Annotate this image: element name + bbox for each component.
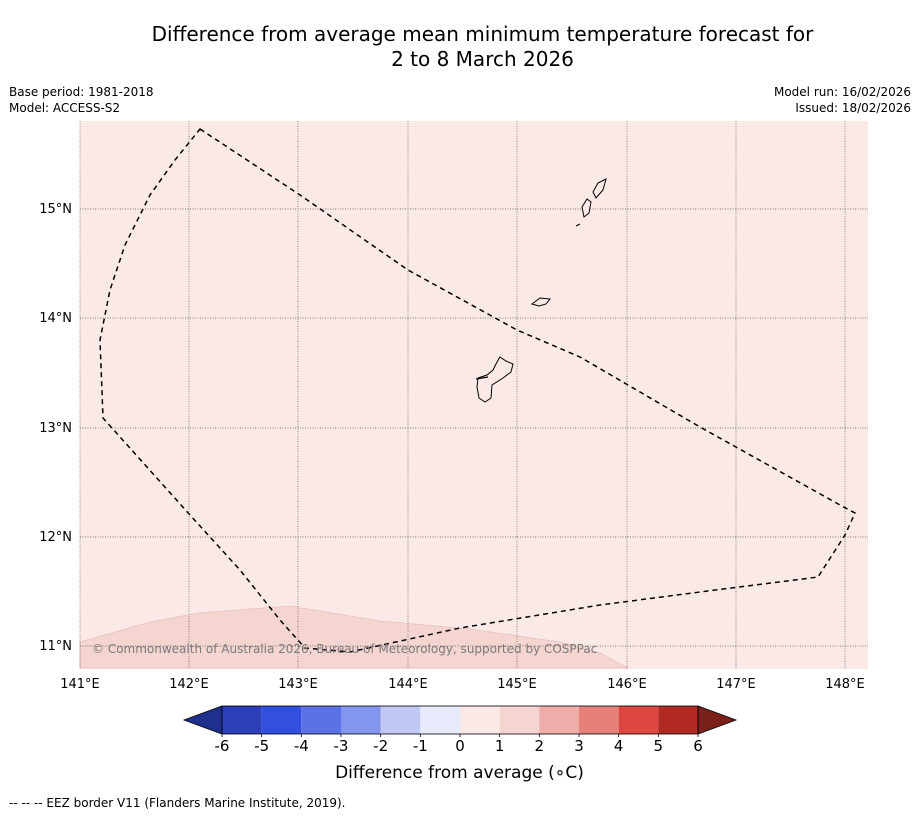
island-rota: [530, 297, 551, 307]
colorbar-bin: [499, 706, 540, 734]
base-period: Base period: 1981-2018: [9, 85, 154, 99]
lon-label: 143°E: [278, 677, 318, 692]
lon-label: 148°E: [825, 677, 865, 692]
lon-label: 146°E: [607, 677, 647, 692]
colorbar-bin: [658, 706, 698, 734]
colorbar-tick-label: -2: [373, 737, 388, 755]
colorbar: -6 -5 -4 -3 -2 -1 0 1 2 3 4 5 6: [182, 705, 738, 755]
colorbar-tick-label: 2: [535, 737, 545, 755]
eez-footnote: -- -- -- EEZ border V11 (Flanders Marine…: [9, 796, 346, 810]
colorbar-title: Difference from average (∘C): [335, 763, 584, 783]
colorbar-bin: [380, 706, 421, 734]
colorbar-tick-label: 3: [574, 737, 584, 755]
island-aguijan: [575, 223, 581, 227]
colorbar-bin: [539, 706, 579, 734]
colorbar-bin: [460, 706, 500, 734]
colorbar-tick-label: -5: [254, 737, 269, 755]
colorbar-extend-high: [697, 705, 738, 735]
lat-label: 11°N: [39, 639, 72, 654]
lat-label: 13°N: [39, 421, 72, 436]
colorbar-bin: [222, 706, 262, 734]
lat-label: 15°N: [39, 202, 72, 217]
chart-title: Difference from average mean minimum tem…: [0, 22, 919, 72]
meta-right: Model run: 16/02/2026 Issued: 18/02/2026: [774, 84, 911, 116]
model-run: Model run: 16/02/2026: [773, 85, 911, 99]
island-tinian: [581, 198, 592, 218]
colorbar-extend-low: [182, 705, 223, 735]
colorbar-bin: [420, 706, 460, 734]
colorbar-tick-label: 5: [654, 737, 664, 755]
colorbar-tick-label: 6: [693, 737, 703, 755]
colorbar-bin: [261, 706, 302, 734]
lon-label: 144°E: [388, 677, 428, 692]
colorbar-tick-label: 4: [614, 737, 624, 755]
lon-label: 142°E: [169, 677, 209, 692]
anomaly-region: [79, 605, 629, 669]
lat-label: 14°N: [39, 311, 72, 326]
island-guam: [476, 356, 514, 403]
colorbar-bin: [618, 706, 659, 734]
latitude-labels: 15°N 14°N 13°N 12°N 11°N: [39, 202, 72, 654]
lon-label: 145°E: [497, 677, 537, 692]
longitude-labels: 141°E 142°E 143°E 144°E 145°E 146°E 147°…: [60, 677, 865, 692]
meta-left: Base period: 1981-2018 Model: ACCESS-S2: [9, 84, 154, 116]
islands: [476, 178, 607, 403]
lon-label: 141°E: [60, 677, 100, 692]
model-name: Model: ACCESS-S2: [9, 101, 121, 115]
colorbar-tick-label: 1: [495, 737, 505, 755]
colorbar-tick-label: -6: [215, 737, 230, 755]
colorbar-tick-label: -4: [294, 737, 309, 755]
title-line-1: Difference from average mean minimum tem…: [151, 22, 814, 46]
map-background: [80, 121, 868, 669]
island-saipan: [592, 178, 607, 199]
title-line-2: 2 to 8 March 2026: [391, 47, 574, 71]
colorbar-tick-label: 0: [455, 737, 465, 755]
colorbar-bin: [579, 706, 619, 734]
issued-date: Issued: 18/02/2026: [795, 101, 911, 115]
colorbar-tick-label: -1: [413, 737, 428, 755]
guam-inlet: [475, 376, 489, 380]
copyright-notice: © Commonwealth of Australia 2026, Bureau…: [92, 642, 597, 656]
colorbar-bin: [341, 706, 381, 734]
colorbar-tick-label: -3: [334, 737, 349, 755]
eez-border: [99, 127, 856, 653]
lat-label: 12°N: [39, 530, 72, 545]
colorbar-bin: [301, 706, 341, 734]
lon-label: 147°E: [716, 677, 756, 692]
